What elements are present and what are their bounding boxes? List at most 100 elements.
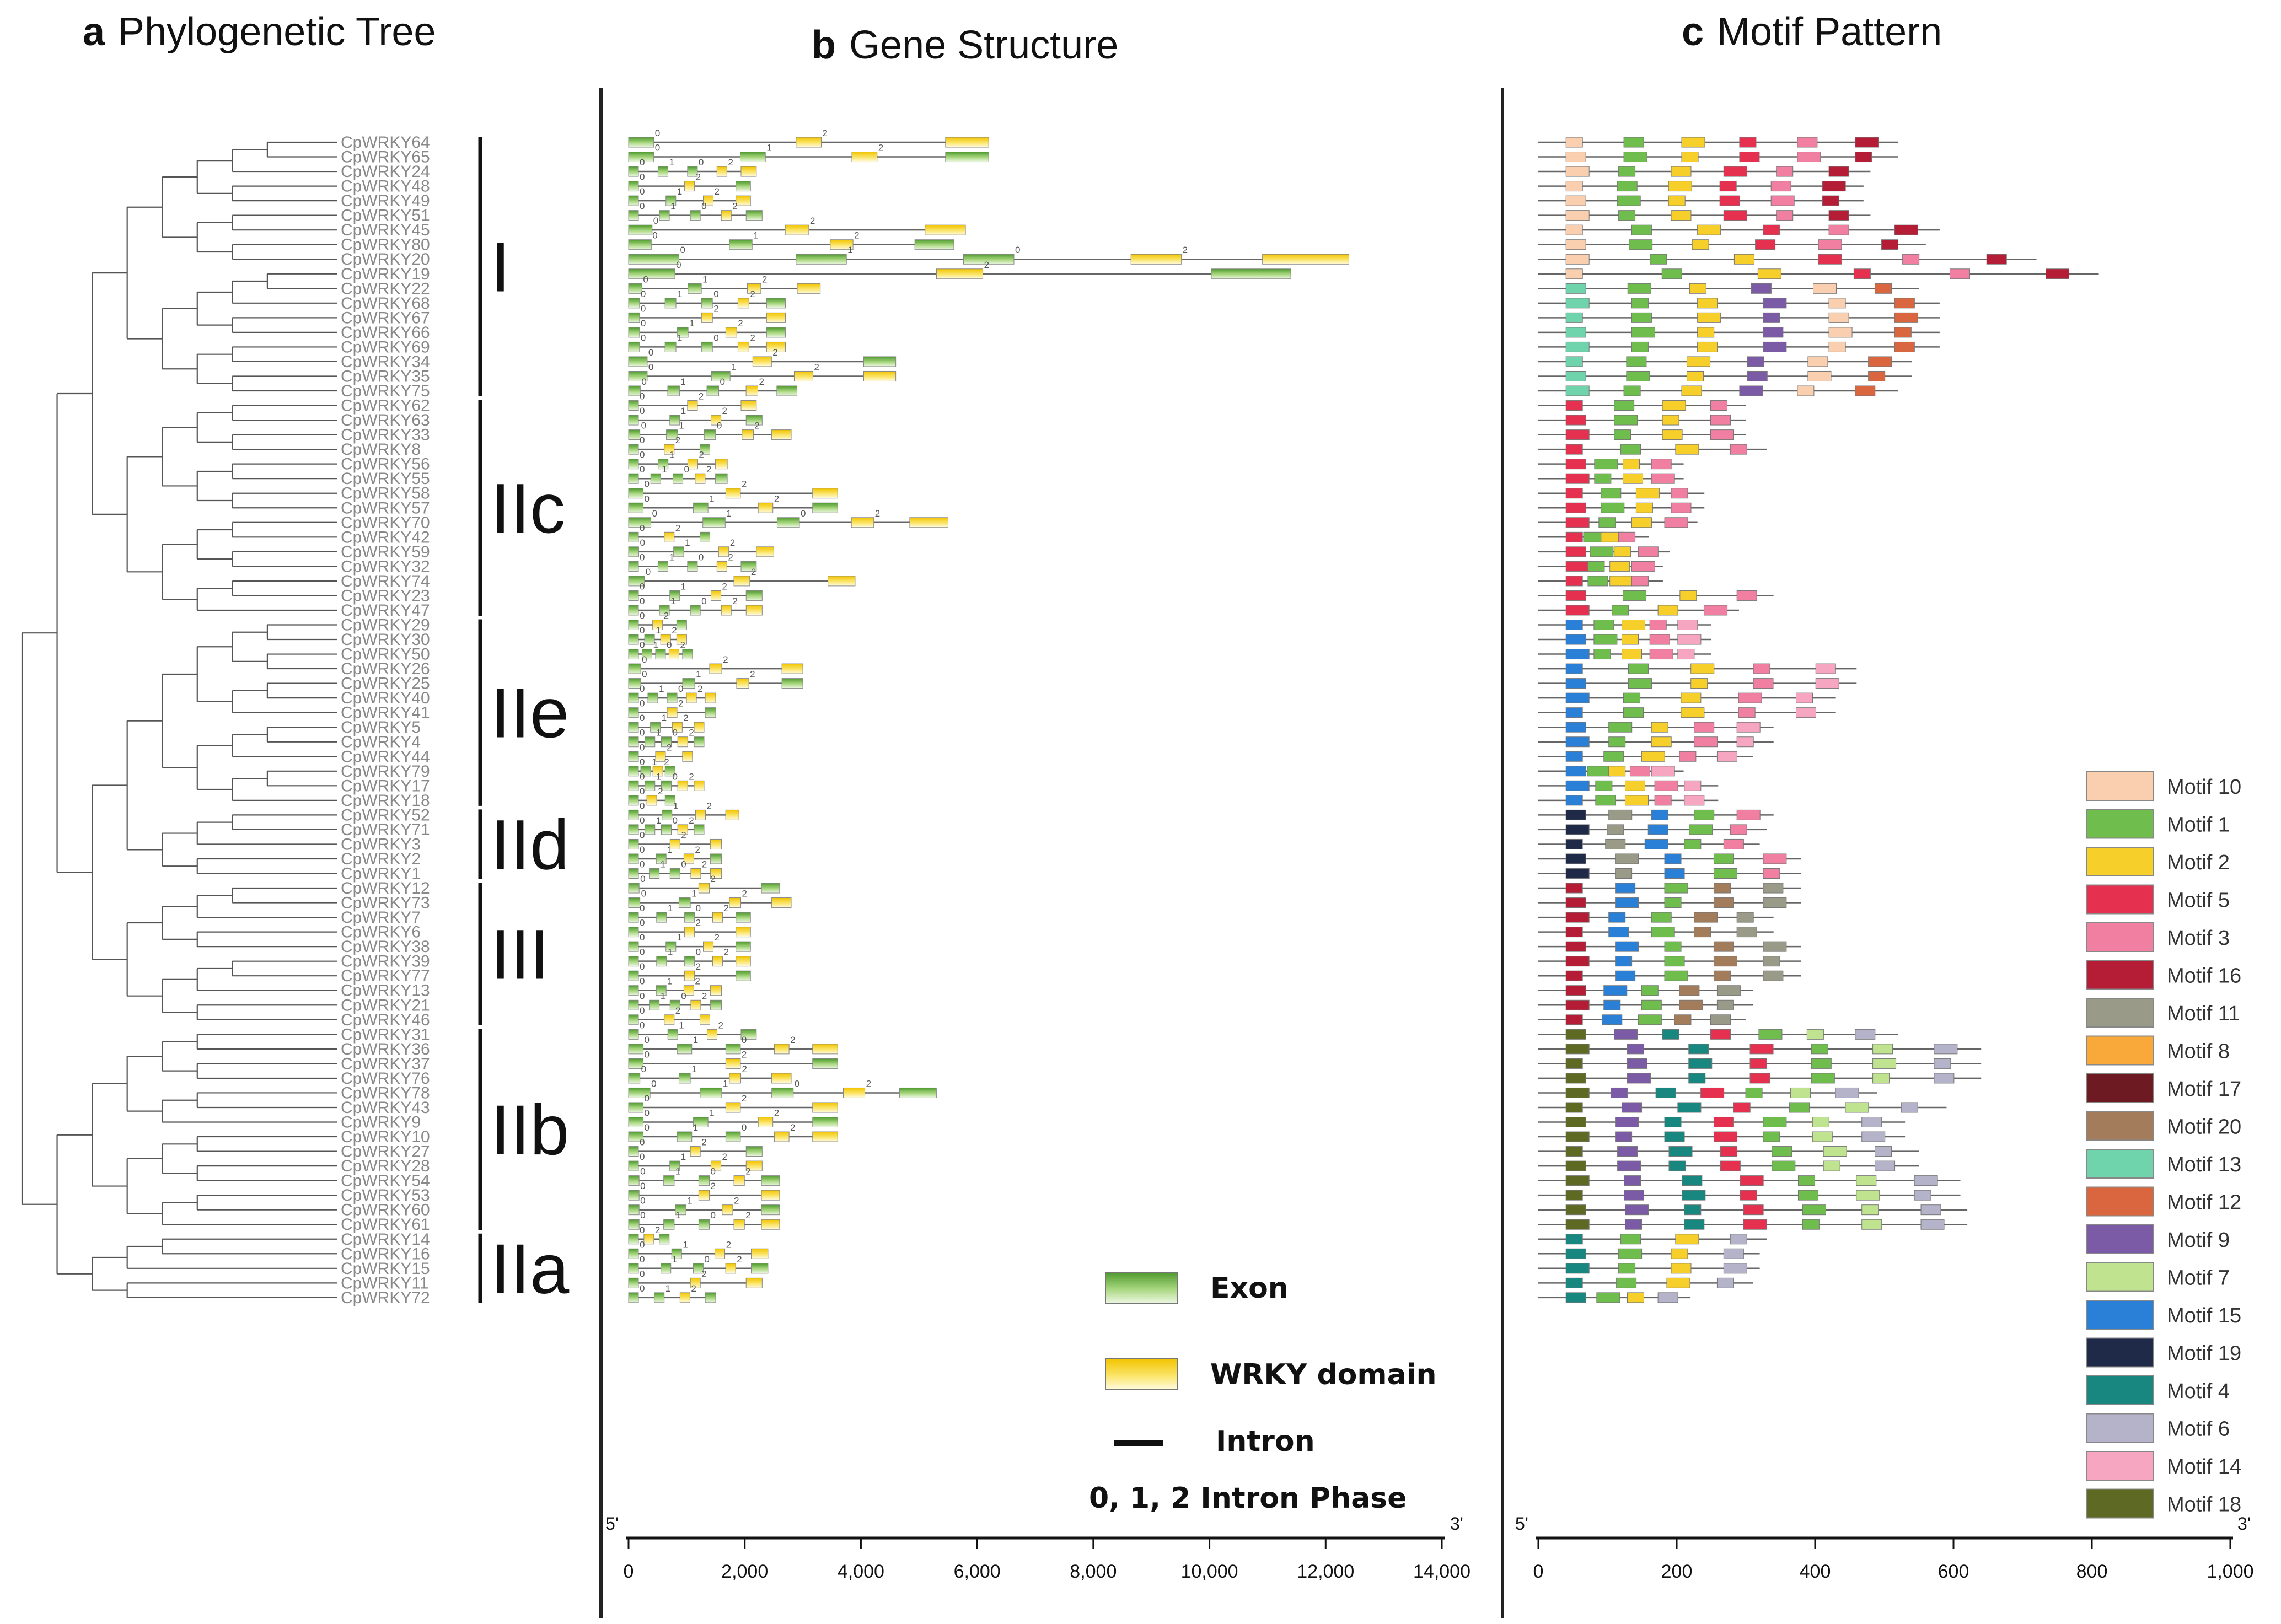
motif-legend-label: Motif 18 [2167, 1493, 2241, 1517]
intron-phase: 0 [640, 464, 645, 475]
motif-box [1823, 1146, 1847, 1157]
motif-box [1664, 897, 1682, 908]
intron-phase: 2 [730, 537, 735, 548]
intron-phase: 0 [795, 1078, 799, 1089]
motif-box [1624, 1175, 1641, 1186]
exon [628, 970, 639, 981]
motif-box [1730, 1234, 1747, 1245]
exon [710, 999, 722, 1010]
motif-box [1623, 590, 1647, 601]
intron-phase: 1 [691, 1064, 696, 1074]
intron-phase: 0 [645, 493, 650, 504]
exon [761, 1175, 780, 1186]
intron-phase: 0 [655, 143, 660, 153]
motif-box [1713, 941, 1734, 952]
motif-box [1697, 298, 1718, 309]
wrky-domain-exon [669, 838, 680, 849]
motif-axis: 5' 3' 0 200 400 600 800 1,000 [1515, 1514, 2254, 1582]
wrky-domain-exon [745, 605, 763, 616]
motif-box [1565, 385, 1590, 396]
motif-legend-label: Motif 7 [2167, 1267, 2230, 1290]
wrky-domain-exon [830, 239, 854, 250]
gene-label: CpWRKY28 [341, 1157, 430, 1175]
intron-phase: 1 [662, 713, 667, 723]
gene-label: CpWRKY47 [341, 601, 430, 620]
wrky-domain-exon [774, 1131, 790, 1142]
gene-label: CpWRKY1 [341, 865, 421, 883]
intron-phase: 2 [774, 1108, 779, 1118]
exon [628, 824, 639, 835]
exon [863, 356, 897, 367]
motif-legend-swatch [2086, 1186, 2154, 1217]
motif-box [1692, 239, 1709, 250]
exon [628, 736, 639, 748]
gene-label: CpWRKY19 [341, 265, 430, 283]
motif-box [1608, 809, 1633, 820]
motif-box [1671, 166, 1692, 177]
motif-box [1565, 780, 1590, 791]
intron-phase: 0 [640, 713, 645, 723]
intron-phase: 0 [640, 698, 645, 709]
exon [663, 1175, 675, 1186]
motif-box [1641, 999, 1662, 1010]
motif-box [1638, 546, 1659, 557]
exon [745, 210, 763, 221]
wrky-domain-exon [1130, 254, 1182, 265]
motif-legend-swatch [2086, 809, 2154, 839]
motif-box [1763, 956, 1780, 967]
exon [650, 722, 661, 733]
exon [628, 853, 639, 864]
motif-box [1872, 1058, 1897, 1069]
motif-box [1763, 970, 1784, 981]
motif-box [1565, 970, 1583, 981]
exon [725, 1044, 741, 1055]
motif-box [1671, 502, 1692, 513]
intron-phase: 2 [742, 1064, 747, 1074]
motif-box [1565, 459, 1586, 470]
intron-phase: 2 [691, 1283, 696, 1294]
exon [628, 927, 639, 938]
wrky-domain-exon [725, 1058, 741, 1069]
exon [705, 707, 716, 718]
wrky-domain-exon [698, 883, 710, 894]
intron-phase: 0 [640, 406, 645, 416]
exon [628, 1058, 644, 1069]
motif-box [1615, 897, 1639, 908]
group-label-IId: IId [491, 805, 569, 884]
intron-phase: 1 [766, 143, 771, 153]
motif-box [1776, 210, 1794, 221]
intron-phase: 2 [689, 728, 694, 738]
wrky-domain-exon [851, 517, 874, 528]
exon [628, 268, 675, 279]
exon [628, 868, 639, 879]
motif-box [1747, 370, 1768, 381]
motif-box [1611, 1087, 1628, 1098]
exon [628, 999, 639, 1010]
wrky-domain-exon [683, 985, 694, 996]
motif-box [1856, 1190, 1880, 1201]
motif-box [1704, 605, 1728, 616]
intron-phase: 1 [665, 1283, 670, 1294]
motif-box [1565, 838, 1583, 849]
motif-legend-label: Motif 14 [2167, 1455, 2241, 1478]
intron-phase: 2 [866, 1078, 871, 1089]
motif-box [1736, 809, 1761, 820]
motif-box [1666, 1277, 1690, 1288]
intron-phase: 1 [702, 274, 707, 284]
motif-legend-label: Motif 15 [2167, 1304, 2241, 1327]
wrky-domain-exon [690, 999, 701, 1010]
wrky-domain-exon [721, 210, 732, 221]
exon [662, 809, 673, 820]
motif-box [1770, 181, 1791, 192]
wrky-domain-exon [725, 809, 739, 820]
motif-box [1662, 1029, 1679, 1040]
exon [628, 341, 640, 352]
exon [628, 459, 639, 470]
motif-legend-label: Motif 17 [2167, 1078, 2241, 1101]
gene-label: CpWRKY39 [341, 953, 430, 971]
intron-phase: 2 [702, 859, 707, 870]
wrky-domain-exon [761, 1190, 780, 1201]
motif-box [1875, 283, 1892, 294]
motif-box [1736, 927, 1757, 938]
motif-box [1861, 1117, 1882, 1128]
